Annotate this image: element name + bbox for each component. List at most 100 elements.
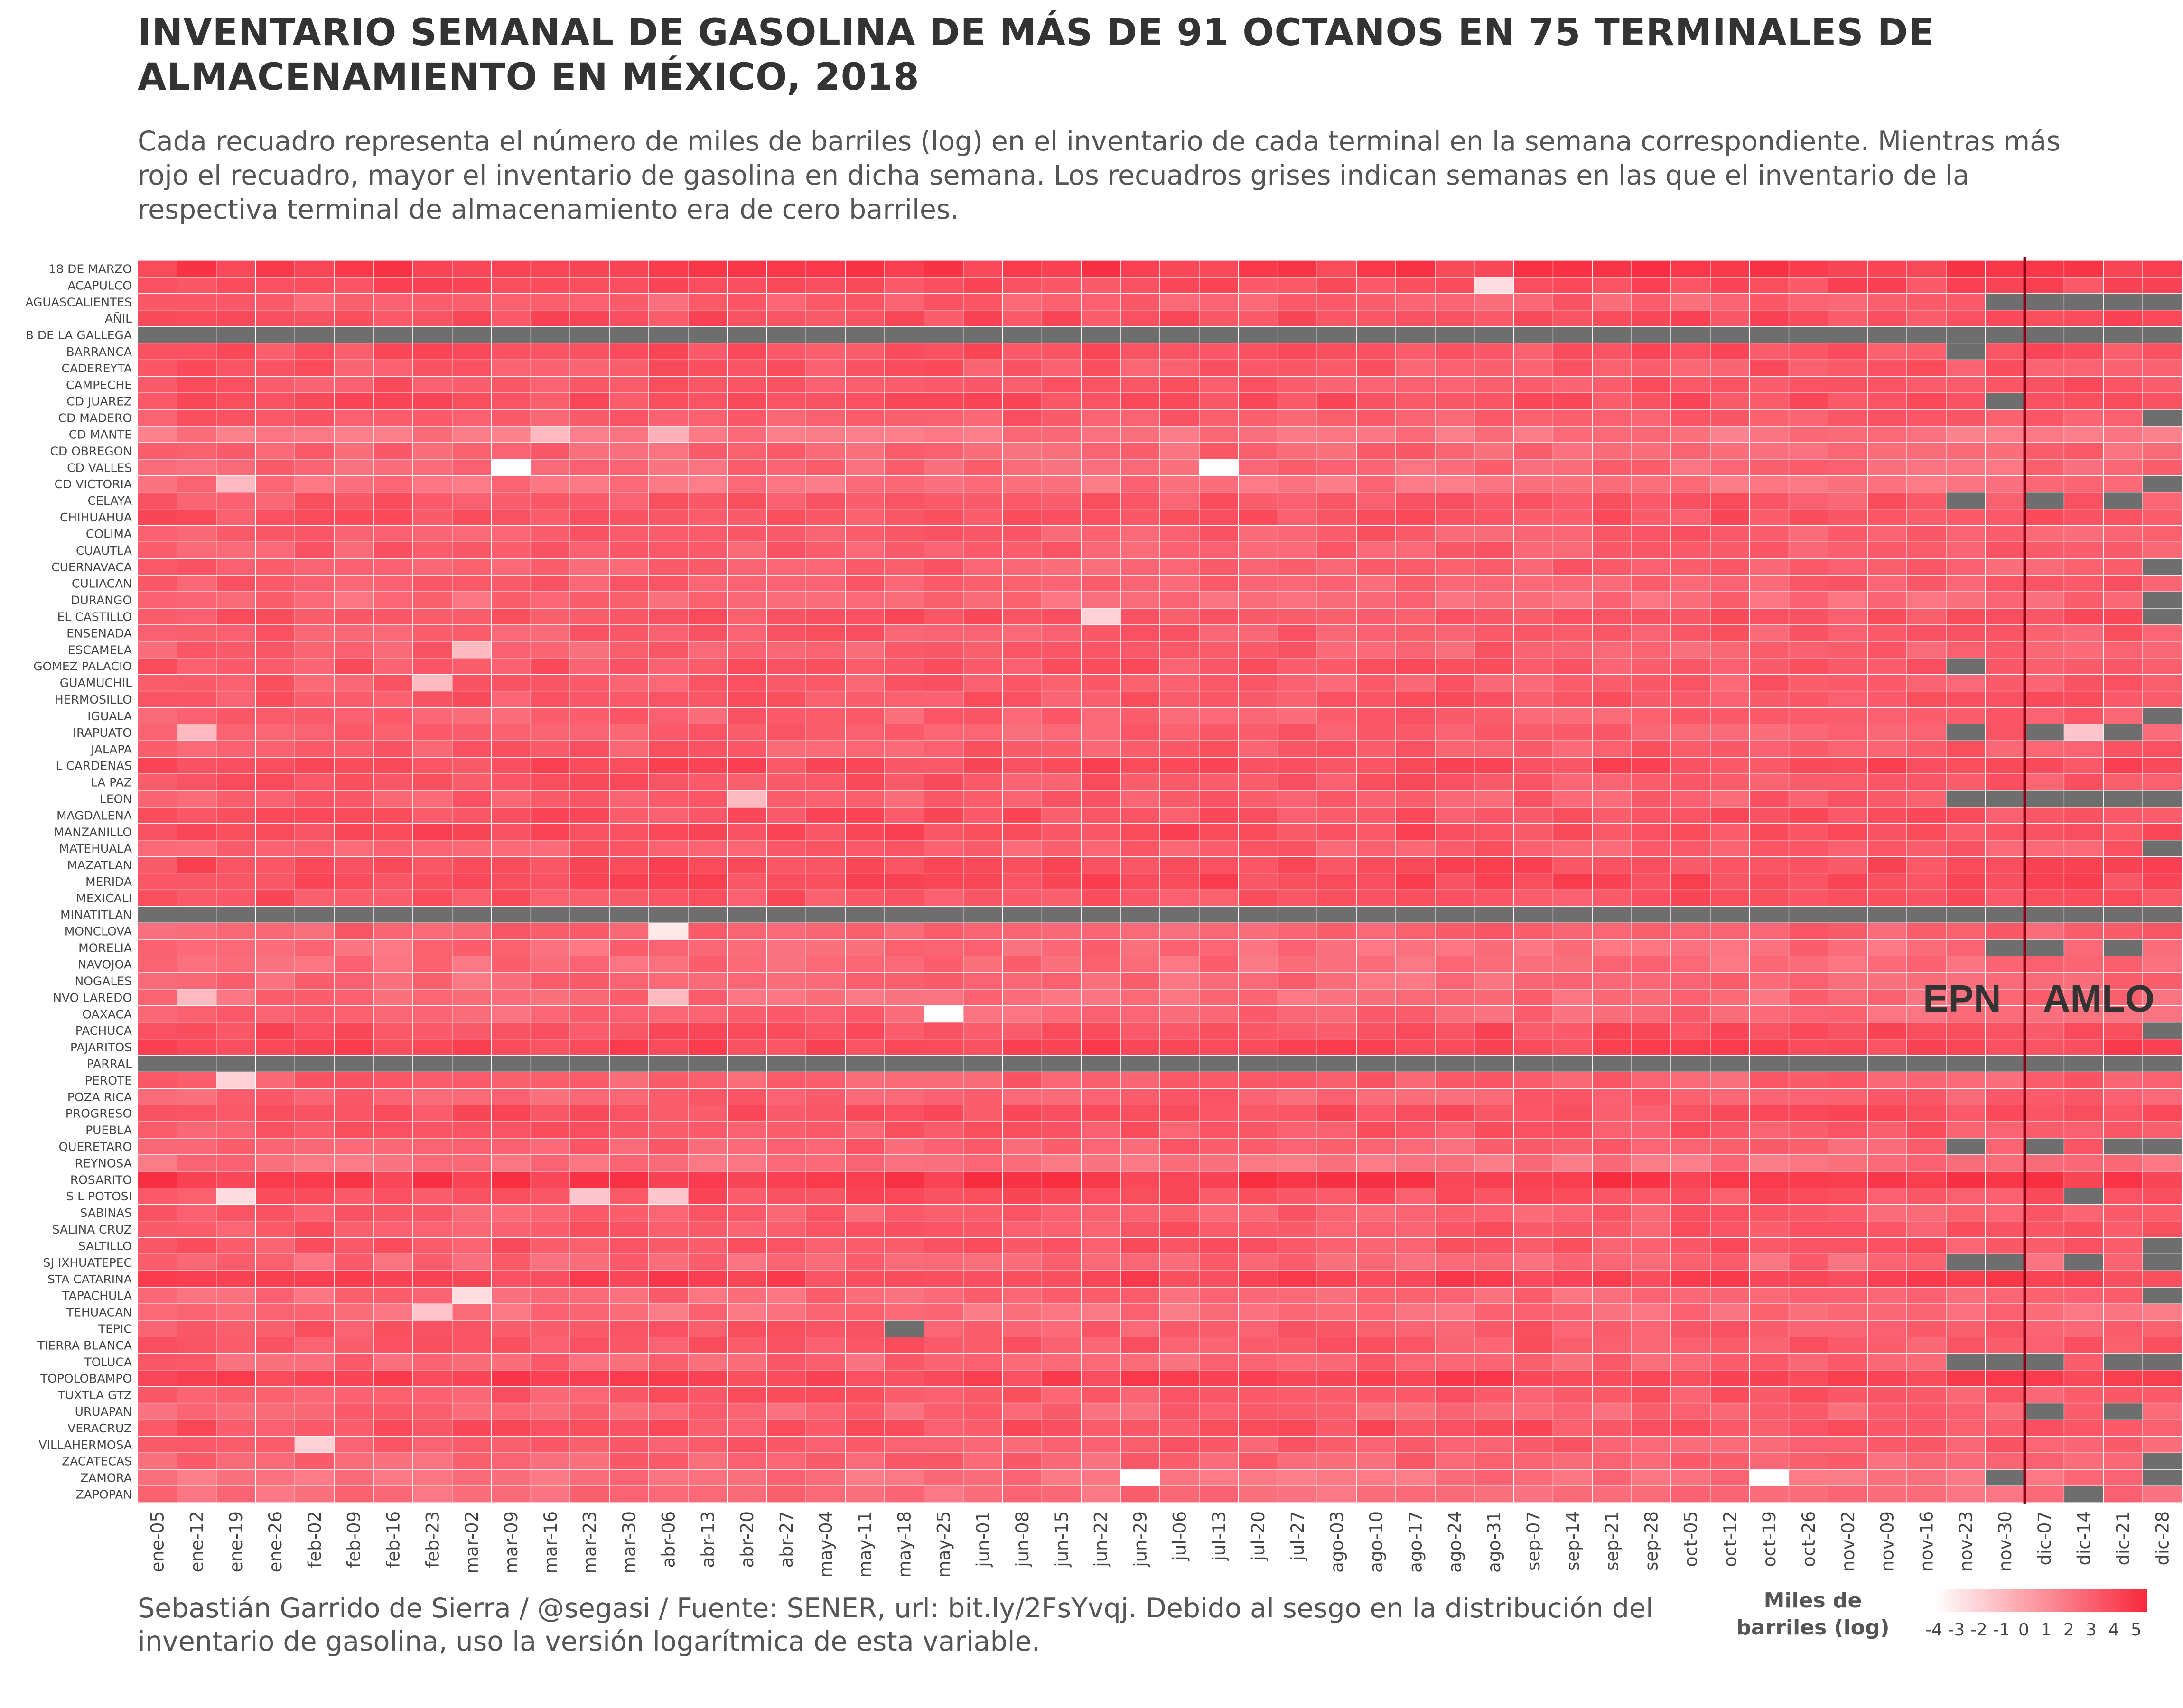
heatmap-cell <box>688 790 728 808</box>
heatmap-cell <box>2103 658 2143 675</box>
heatmap-cell <box>1828 906 1868 923</box>
heatmap-cell <box>1277 1353 1317 1371</box>
heatmap-cell <box>177 310 217 327</box>
heatmap-cell <box>609 310 649 327</box>
heatmap-cell <box>1867 1204 1907 1222</box>
heatmap-cell <box>1749 1469 1790 1486</box>
heatmap-cell <box>1474 939 1514 956</box>
heatmap-cell <box>294 1055 335 1073</box>
heatmap-cell <box>1788 1370 1828 1387</box>
heatmap-cell <box>1316 690 1357 708</box>
heatmap-cell <box>1002 392 1043 410</box>
heatmap-cell <box>648 508 689 526</box>
heatmap-cell <box>177 475 217 493</box>
heatmap-cell <box>1081 1055 1121 1073</box>
heatmap-cell <box>1238 1270 1278 1288</box>
heatmap-cell <box>2063 475 2104 493</box>
heatmap-cell <box>1435 674 1475 692</box>
heatmap-cell <box>2142 508 2183 526</box>
heatmap-cell <box>2142 1005 2183 1023</box>
heatmap-cell <box>1316 707 1357 724</box>
heatmap-cell <box>648 707 689 724</box>
heatmap-cell <box>1513 1370 1554 1387</box>
y-tick-label: AGUASCALIENTES <box>25 295 132 309</box>
heatmap-cell <box>845 790 885 808</box>
heatmap-cell <box>884 740 924 758</box>
heatmap-cell <box>884 790 924 808</box>
heatmap-cell <box>884 260 924 278</box>
heatmap-cell <box>373 906 413 923</box>
heatmap-cell <box>530 658 570 675</box>
heatmap-cell <box>2063 1270 2104 1288</box>
heatmap-cell <box>1474 1253 1514 1271</box>
heatmap-cell <box>1946 1270 1986 1288</box>
heatmap-cell <box>530 492 570 510</box>
heatmap-cell <box>373 889 413 907</box>
heatmap-cell <box>1867 1353 1907 1371</box>
heatmap-cell <box>884 707 924 724</box>
heatmap-cell <box>294 906 335 923</box>
heatmap-cell <box>334 956 374 973</box>
heatmap-cell <box>1749 260 1790 278</box>
heatmap-cell <box>1552 1303 1593 1321</box>
heatmap-cell <box>294 1022 335 1040</box>
heatmap-cell <box>452 1287 492 1304</box>
heatmap-cell <box>1710 823 1750 841</box>
heatmap-cell <box>2142 1370 2183 1387</box>
annotation-amlo: AMLO <box>2043 977 2155 1020</box>
heatmap-cell <box>688 277 728 294</box>
heatmap-cell <box>1592 840 1632 857</box>
heatmap-cell <box>373 1071 413 1089</box>
heatmap-cell <box>1946 724 1986 741</box>
heatmap-cell <box>609 757 649 774</box>
heatmap-cell <box>1159 790 1200 808</box>
heatmap-cell <box>491 1071 532 1089</box>
heatmap-cell <box>963 674 1003 692</box>
heatmap-cell <box>1199 376 1239 393</box>
heatmap-cell <box>1788 939 1828 956</box>
heatmap-cell <box>1670 442 1711 460</box>
heatmap-cell <box>1985 1485 2025 1503</box>
heatmap-cell <box>609 1121 649 1139</box>
heatmap-cell <box>1906 1469 1947 1486</box>
heatmap-cell <box>1513 906 1554 923</box>
heatmap-cell <box>255 359 295 377</box>
heatmap-cell <box>1946 1171 1986 1188</box>
heatmap-cell <box>1592 558 1632 576</box>
heatmap-cell <box>688 1452 728 1470</box>
heatmap-cell <box>1828 1237 1868 1254</box>
heatmap-cell <box>1828 1270 1868 1288</box>
heatmap-cell <box>1435 1022 1475 1040</box>
heatmap-cell <box>334 1105 374 1122</box>
heatmap-cell <box>491 459 532 476</box>
heatmap-cell <box>1041 939 1082 956</box>
heatmap-cell <box>1906 773 1947 791</box>
heatmap-cell <box>1985 939 2025 956</box>
heatmap-cell <box>1316 823 1357 841</box>
heatmap-cell <box>1199 442 1239 460</box>
heatmap-cell <box>648 1237 689 1254</box>
heatmap-cell <box>2024 426 2065 443</box>
heatmap-cell <box>648 1320 689 1337</box>
heatmap-cell <box>648 1022 689 1040</box>
heatmap-cell <box>648 1171 689 1188</box>
heatmap-cell <box>688 1121 728 1139</box>
heatmap-cell <box>1395 840 1436 857</box>
heatmap-cell <box>412 608 453 625</box>
heatmap-cell <box>137 492 177 510</box>
heatmap-cell <box>805 807 846 824</box>
heatmap-cell <box>177 525 217 543</box>
heatmap-cell <box>177 757 217 774</box>
heatmap-cell <box>924 608 964 625</box>
heatmap-cell <box>727 956 767 973</box>
heatmap-cell <box>334 1039 374 1056</box>
heatmap-cell <box>1749 392 1790 410</box>
heatmap-cell <box>1985 674 2025 692</box>
heatmap-cell <box>1946 707 1986 724</box>
heatmap-cell <box>1120 1237 1160 1254</box>
heatmap-cell <box>1985 1303 2025 1321</box>
heatmap-cell <box>1906 840 1947 857</box>
heatmap-cell <box>569 856 610 874</box>
heatmap-cell <box>963 426 1003 443</box>
heatmap-cell <box>1552 989 1593 1006</box>
